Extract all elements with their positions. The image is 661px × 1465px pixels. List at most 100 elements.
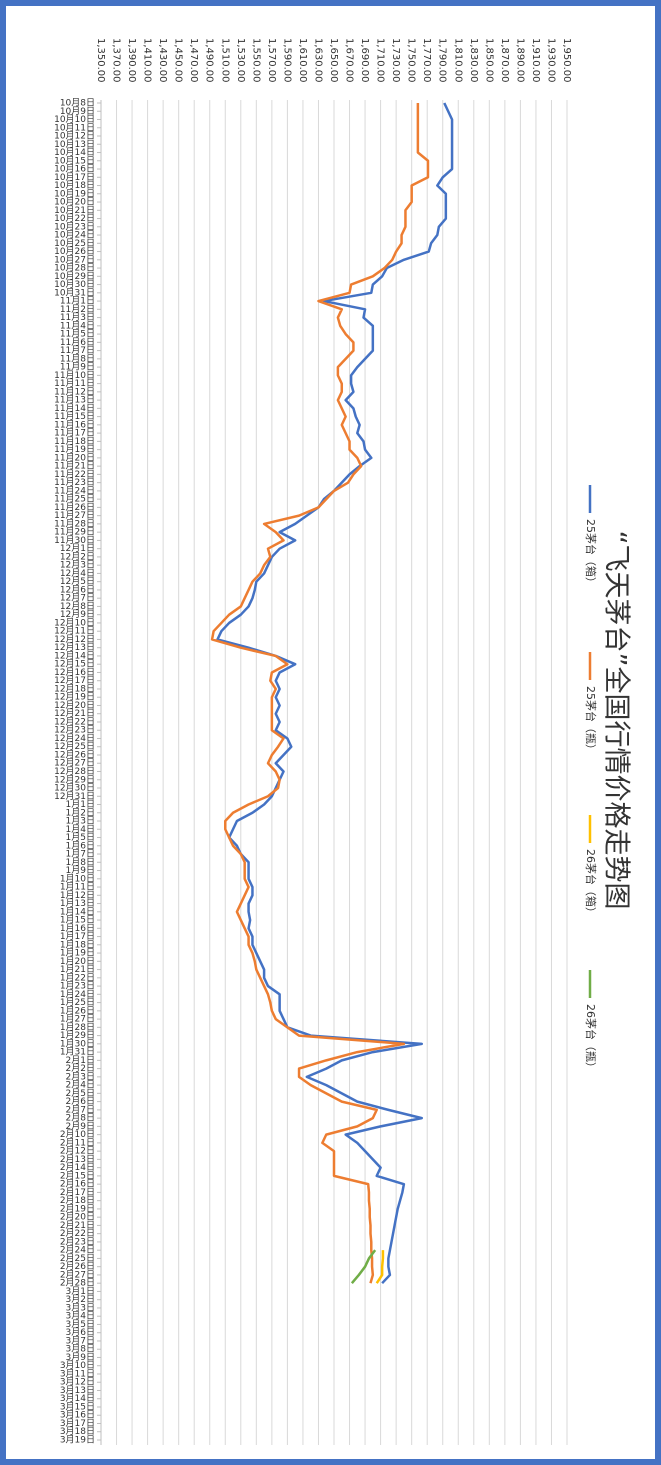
x-tick-label: 12月2日 bbox=[60, 551, 95, 562]
x-tick-label: 3月9日 bbox=[66, 1352, 95, 1363]
x-tick-label: 3月17日 bbox=[60, 1418, 95, 1429]
x-tick-label: 10月25日 bbox=[54, 238, 95, 249]
x-tick-label: 1月6日 bbox=[66, 840, 95, 851]
x-tick-label: 2月13日 bbox=[60, 1154, 95, 1165]
x-tick-label: 2月14日 bbox=[60, 1162, 95, 1173]
x-tick-label: 10月16日 bbox=[54, 164, 95, 175]
x-tick-label: 11月8日 bbox=[60, 353, 95, 364]
x-tick-label: 3月12日 bbox=[60, 1377, 95, 1388]
x-tick-label: 2月23日 bbox=[60, 1236, 95, 1247]
x-tick-label: 10月14日 bbox=[54, 147, 95, 158]
x-tick-label: 12月31日 bbox=[54, 791, 95, 802]
y-tick-label: 1,930.00 bbox=[545, 38, 556, 83]
y-tick-label: 1,690.00 bbox=[359, 38, 370, 83]
y-tick-label: 1,530.00 bbox=[235, 38, 246, 83]
x-tick-label: 12月4日 bbox=[60, 568, 95, 579]
x-tick-label: 10月9日 bbox=[60, 106, 95, 117]
x-tick-label: 11月30日 bbox=[54, 535, 95, 546]
x-tick-label: 1月22日 bbox=[60, 972, 95, 983]
x-tick-label: 2月21日 bbox=[60, 1220, 95, 1231]
x-tick-label: 11月12日 bbox=[54, 386, 95, 397]
x-tick-label: 2月16日 bbox=[60, 1179, 95, 1190]
x-tick-label: 3月8日 bbox=[66, 1344, 95, 1355]
x-tick-label: 11月24日 bbox=[54, 485, 95, 496]
x-tick-label: 1月1日 bbox=[66, 799, 95, 810]
x-tick-label: 10月21日 bbox=[54, 205, 95, 216]
x-tick-label: 1月18日 bbox=[60, 939, 95, 950]
x-tick-label: 2月10日 bbox=[60, 1129, 95, 1140]
x-tick-label: 12月3日 bbox=[60, 560, 95, 571]
x-tick-label: 10月12日 bbox=[54, 131, 95, 142]
x-tick-label: 11月23日 bbox=[54, 477, 95, 488]
series-line bbox=[350, 1249, 377, 1284]
y-tick-label: 1,730.00 bbox=[390, 38, 401, 83]
x-tick-label: 1月14日 bbox=[60, 906, 95, 917]
x-tick-label: 12月25日 bbox=[54, 741, 95, 752]
x-tick-label: 3月10日 bbox=[60, 1360, 95, 1371]
y-tick-label: 1,850.00 bbox=[483, 38, 494, 83]
x-tick-label: 11月9日 bbox=[60, 362, 95, 373]
y-tick-label: 1,590.00 bbox=[281, 38, 292, 83]
legend-label: 26茅台（瓶） bbox=[584, 1004, 598, 1073]
x-tick-label: 2月20日 bbox=[60, 1212, 95, 1223]
x-tick-label: 1月23日 bbox=[60, 981, 95, 992]
chart-title: “飞天茅台”全国行情价格走势图 bbox=[601, 531, 632, 910]
legend-label: 26茅台（箱） bbox=[584, 849, 598, 918]
x-tick-label: 1月19日 bbox=[60, 948, 95, 959]
x-tick-label: 11月26日 bbox=[54, 502, 95, 513]
x-tick-label: 2月12日 bbox=[60, 1146, 95, 1157]
x-tick-label: 10月31日 bbox=[54, 287, 95, 298]
x-tick-label: 1月26日 bbox=[60, 1005, 95, 1016]
x-tick-label: 12月16日 bbox=[54, 667, 95, 678]
x-tick-label: 10月13日 bbox=[54, 139, 95, 150]
x-tick-label: 11月10日 bbox=[54, 370, 95, 381]
x-tick-label: 3月4日 bbox=[66, 1311, 95, 1322]
x-tick-label: 11月27日 bbox=[54, 510, 95, 521]
x-tick-label: 11月17日 bbox=[54, 428, 95, 439]
y-tick-label: 1,950.00 bbox=[561, 38, 572, 83]
x-tick-label: 1月20日 bbox=[60, 956, 95, 967]
x-tick-label: 12月29日 bbox=[54, 774, 95, 785]
x-tick-label: 12月10日 bbox=[54, 617, 95, 628]
x-tick-label: 10月28日 bbox=[54, 263, 95, 274]
x-tick-label: 12月12日 bbox=[54, 634, 95, 645]
x-tick-label: 10月22日 bbox=[54, 213, 95, 224]
x-tick-label: 3月11日 bbox=[60, 1368, 95, 1379]
x-tick-label: 11月16日 bbox=[54, 419, 95, 430]
y-tick-label: 1,350.00 bbox=[95, 38, 106, 83]
x-tick-label: 3月18日 bbox=[60, 1426, 95, 1437]
y-tick-label: 1,570.00 bbox=[266, 38, 277, 83]
x-tick-label: 2月9日 bbox=[66, 1121, 95, 1132]
x-tick-label: 1月30日 bbox=[60, 1038, 95, 1049]
x-tick-label: 1月27日 bbox=[60, 1014, 95, 1025]
x-tick-label: 1月7日 bbox=[66, 849, 95, 860]
x-tick-label: 12月22日 bbox=[54, 716, 95, 727]
x-tick-label: 2月2日 bbox=[66, 1063, 95, 1074]
x-tick-label: 2月18日 bbox=[60, 1195, 95, 1206]
x-tick-label: 12月27日 bbox=[54, 758, 95, 769]
x-tick-label: 2月4日 bbox=[66, 1080, 95, 1091]
x-tick-label: 3月13日 bbox=[60, 1385, 95, 1396]
x-tick-label: 10月24日 bbox=[54, 230, 95, 241]
x-tick-label: 1月25日 bbox=[60, 997, 95, 1008]
x-tick-label: 11月28日 bbox=[54, 518, 95, 529]
x-tick-label: 2月3日 bbox=[66, 1071, 95, 1082]
x-tick-label: 2月25日 bbox=[60, 1253, 95, 1264]
x-tick-label: 11月11日 bbox=[54, 378, 95, 389]
x-tick-label: 12月28日 bbox=[54, 766, 95, 777]
x-tick-label: 3月15日 bbox=[60, 1401, 95, 1412]
x-tick-label: 2月6日 bbox=[66, 1096, 95, 1107]
x-tick-label: 12月30日 bbox=[54, 783, 95, 794]
series-line bbox=[216, 102, 454, 1285]
x-tick-label: 1月17日 bbox=[60, 931, 95, 942]
x-tick-label: 2月22日 bbox=[60, 1228, 95, 1239]
x-tick-label: 12月26日 bbox=[54, 749, 95, 760]
x-tick-label: 2月26日 bbox=[60, 1261, 95, 1272]
x-tick-label: 10月18日 bbox=[54, 180, 95, 191]
x-tick-label: 1月24日 bbox=[60, 989, 95, 1000]
x-tick-label: 11月25日 bbox=[54, 494, 95, 505]
x-tick-label: 12月11日 bbox=[54, 626, 95, 637]
x-tick-label: 10月17日 bbox=[54, 172, 95, 183]
